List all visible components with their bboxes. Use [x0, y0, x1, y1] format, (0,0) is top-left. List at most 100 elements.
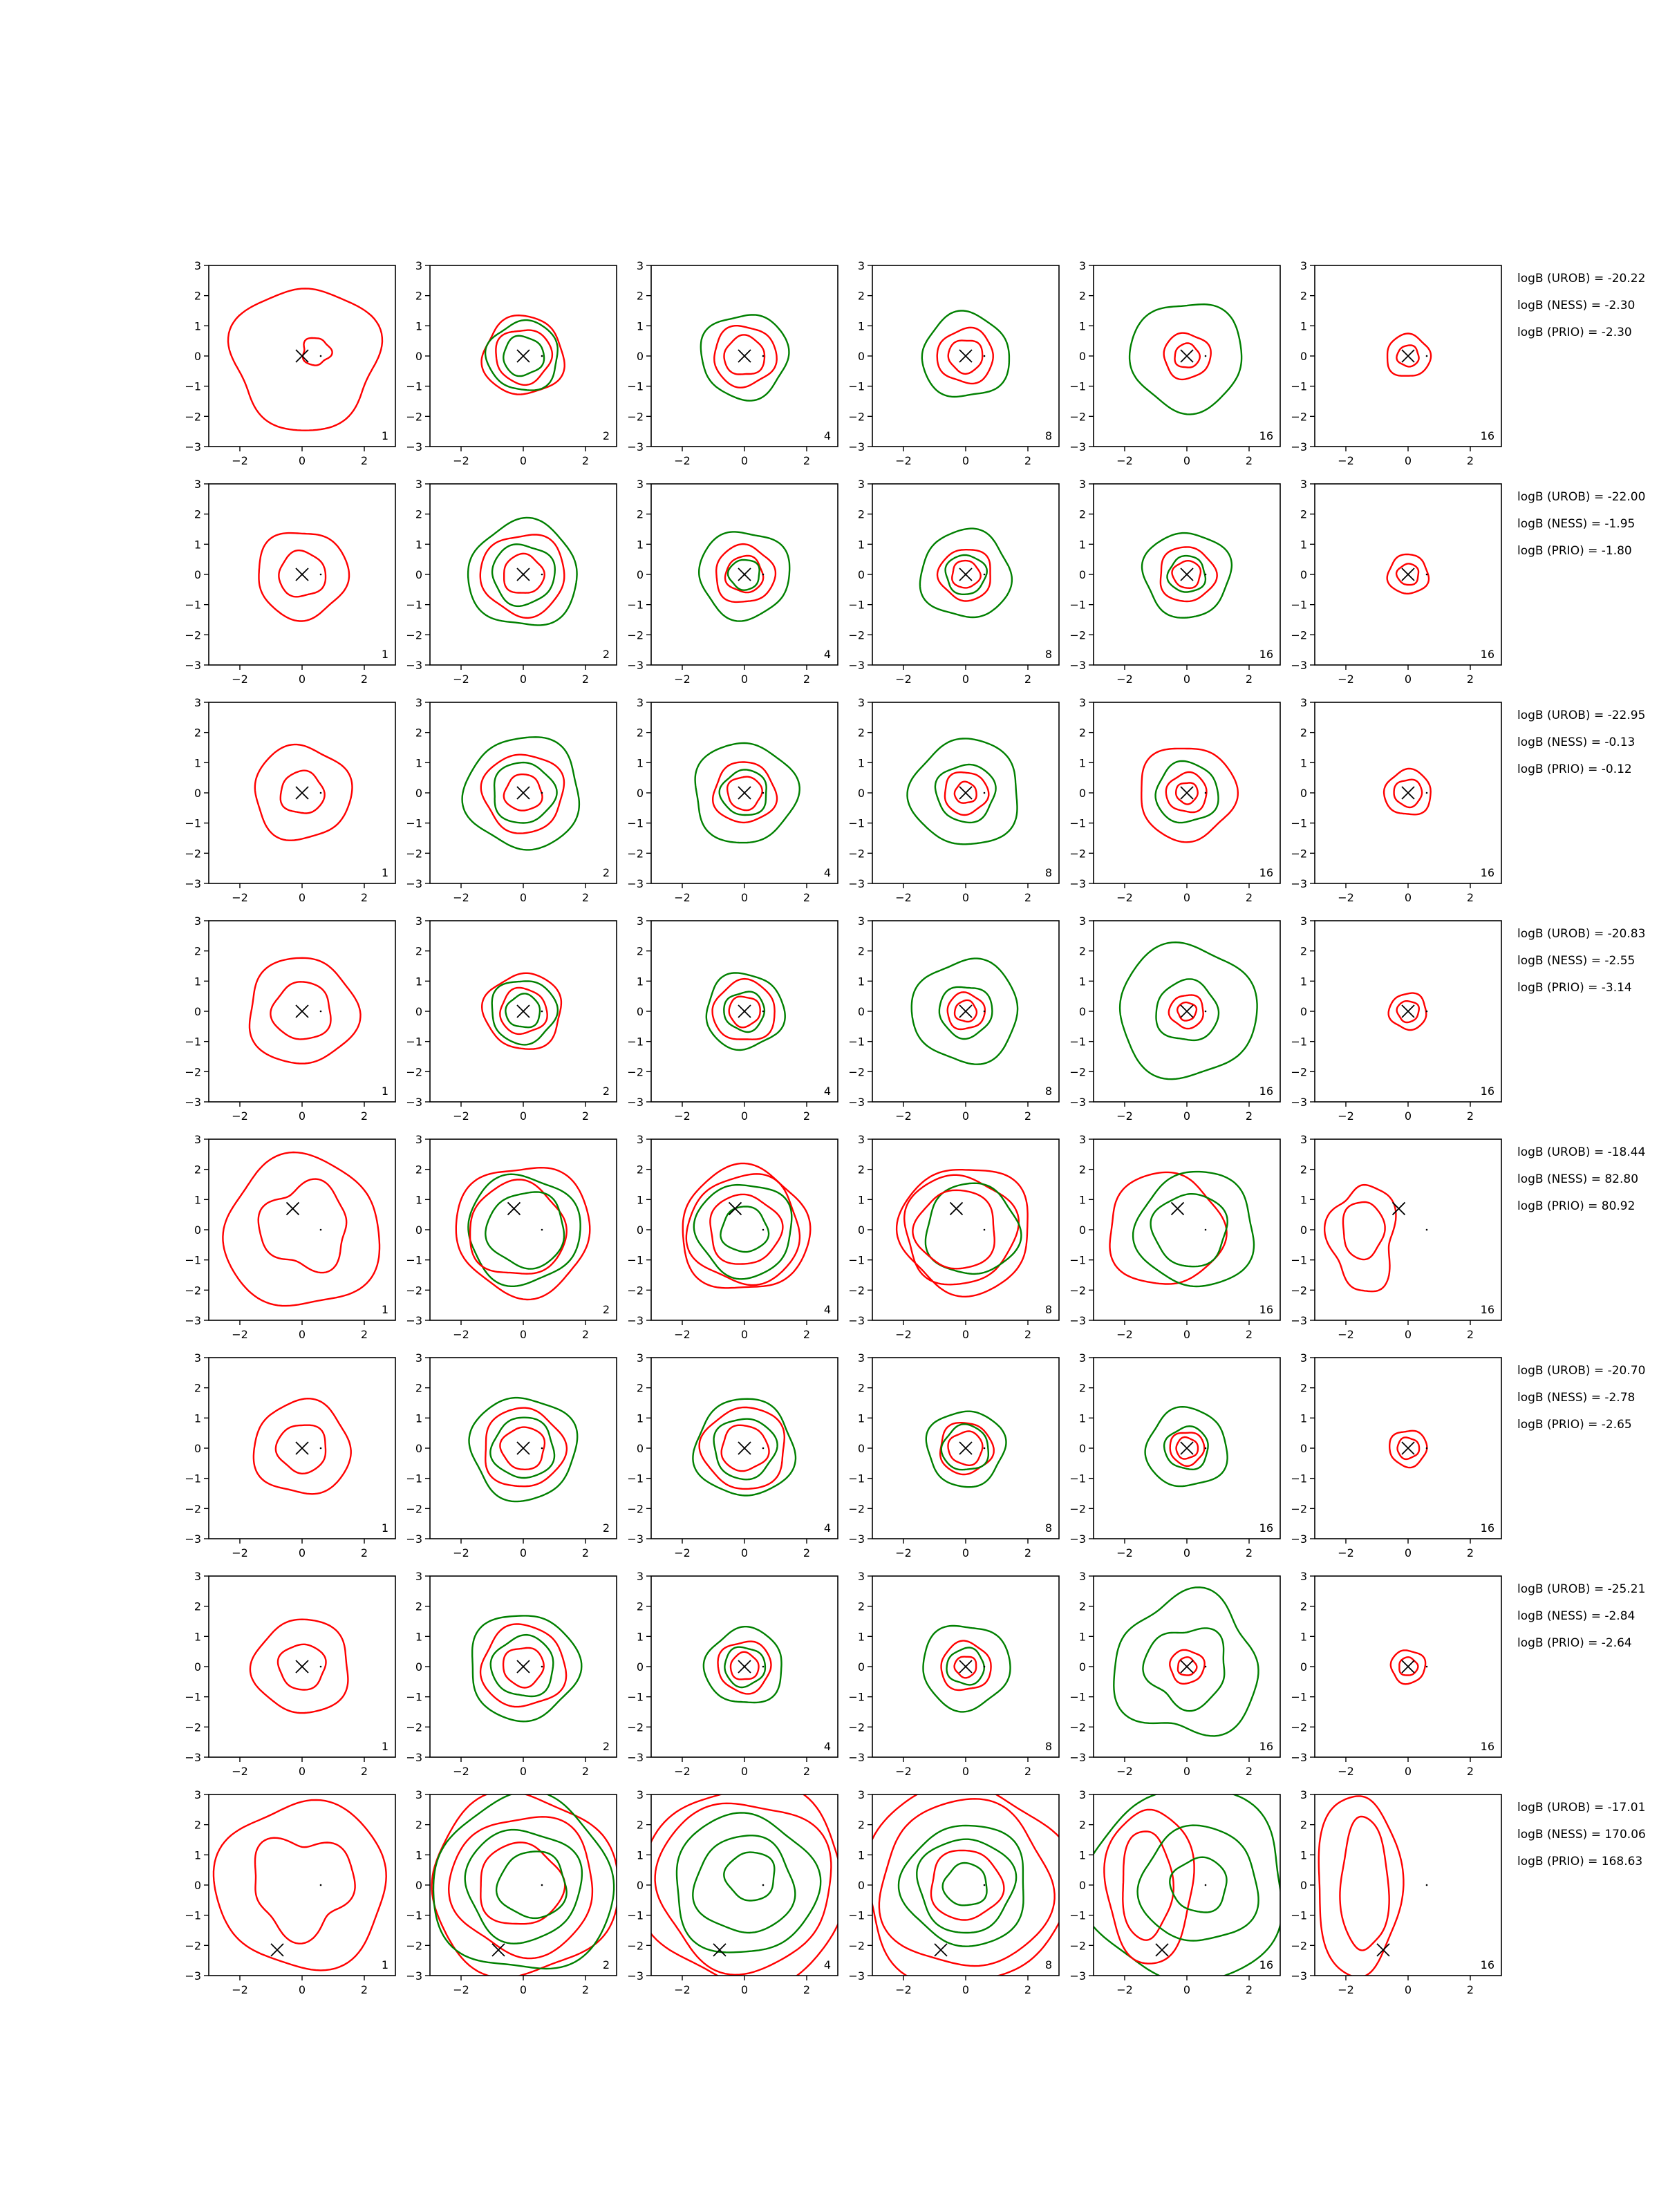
contour-line	[692, 1835, 796, 1934]
y-tick-label: −1	[627, 1909, 644, 1922]
panel-count-label: 1	[382, 1958, 388, 1971]
contour-line	[491, 543, 556, 608]
x-marker	[295, 349, 309, 363]
y-tick-label: 2	[637, 290, 644, 303]
panel-count-label: 8	[1045, 1958, 1052, 1971]
y-tick-label: 1	[415, 1193, 422, 1206]
contour-line	[705, 972, 786, 1051]
x-tick-label: 2	[803, 1328, 810, 1341]
contour-line	[720, 1206, 770, 1253]
x-tick-label: 2	[361, 673, 368, 686]
y-tick-label: 0	[1300, 568, 1307, 581]
contour-line	[249, 1618, 349, 1714]
contour-line	[947, 339, 984, 375]
contour-line	[464, 1828, 583, 1944]
center-dot	[762, 1228, 765, 1231]
logb-ness-label: logB (NESS) = -0.13	[1517, 735, 1635, 749]
y-tick-label: 1	[637, 1630, 644, 1643]
x-marker	[295, 1441, 309, 1455]
contour-group	[252, 1397, 352, 1495]
contour-line	[461, 736, 581, 851]
center-dot	[541, 1447, 543, 1450]
y-tick-label: 1	[1300, 975, 1307, 988]
x-tick-label: 2	[582, 454, 589, 467]
panel-r8-c6: −3 −2 −1 0 1 2 3 −2 0 2 16	[1291, 1788, 1502, 1996]
y-tick-label: −2	[1291, 1721, 1307, 1734]
contour-group	[1144, 1405, 1228, 1488]
y-tick-label: −3	[406, 659, 422, 672]
x-tick-label: −2	[895, 1109, 912, 1123]
panel-r3-c5: −3 −2 −1 0 1 2 3 −2 0 2 16	[1069, 696, 1281, 904]
panel-r6-c3: −3 −2 −1 0 1 2 3 −2 0 2 4	[627, 1351, 838, 1559]
y-tick-label: 0	[194, 350, 201, 363]
contour-line	[930, 1849, 1005, 1921]
contour-line	[654, 1802, 832, 1976]
y-tick-label: −3	[406, 1751, 422, 1764]
panel-count-label: 4	[824, 429, 831, 442]
center-dot	[983, 791, 986, 794]
contour-line	[872, 1794, 1059, 1976]
y-tick-label: 0	[858, 1224, 865, 1237]
contour-line	[1169, 1856, 1228, 1913]
y-tick-label: 0	[1300, 1442, 1307, 1455]
x-tick-label: 2	[361, 454, 368, 467]
y-tick-label: 1	[858, 1193, 865, 1206]
center-dot	[319, 1228, 322, 1231]
x-tick-label: −2	[674, 891, 691, 904]
y-tick-label: 2	[1300, 1819, 1307, 1832]
center-dot	[319, 791, 322, 794]
y-tick-label: 1	[637, 538, 644, 551]
x-tick-label: 0	[299, 1328, 306, 1341]
center-dot	[319, 573, 322, 576]
contour-line	[499, 1426, 546, 1470]
x-tick-label: 2	[1246, 673, 1253, 686]
contour-line	[1094, 1794, 1280, 1976]
y-tick-label: 0	[1300, 1879, 1307, 1892]
contour-group	[431, 1794, 617, 1976]
x-marker	[295, 786, 309, 800]
x-marker	[934, 1943, 948, 1957]
contour-group	[1141, 747, 1239, 843]
y-tick-label: 2	[1079, 1819, 1086, 1832]
logb-urob-label: logB (UROB) = -20.22	[1517, 272, 1645, 285]
contour-line	[727, 776, 763, 812]
x-tick-label: 2	[1246, 1328, 1253, 1341]
logb-ness-label: logB (NESS) = -2.84	[1517, 1609, 1635, 1623]
x-marker	[1180, 1004, 1194, 1018]
y-tick-label: −3	[848, 1096, 865, 1109]
contour-line	[1128, 303, 1243, 415]
contour-line	[1154, 760, 1219, 824]
y-tick-label: −2	[1069, 847, 1086, 860]
y-tick-label: 3	[637, 1788, 644, 1801]
y-tick-label: −1	[1291, 380, 1307, 393]
panel-count-label: 8	[1045, 1740, 1052, 1753]
y-tick-label: 0	[194, 1879, 201, 1892]
x-marker	[738, 1004, 751, 1018]
panel-count-label: 16	[1481, 1303, 1494, 1316]
logb-prio-label: logB (PRIO) = 80.92	[1517, 1199, 1635, 1213]
contour-group	[480, 972, 563, 1050]
x-tick-label: −2	[232, 1109, 248, 1123]
y-tick-label: 1	[415, 319, 422, 332]
y-tick-label: −1	[848, 599, 865, 612]
x-marker	[959, 349, 973, 363]
panel-count-label: 2	[603, 648, 610, 661]
contour-line	[924, 1182, 1022, 1275]
contour-line	[480, 753, 565, 834]
y-tick-label: 3	[194, 1351, 201, 1365]
x-tick-label: 0	[1183, 891, 1190, 904]
contour-group	[1118, 941, 1258, 1080]
x-tick-label: 2	[1024, 1546, 1031, 1559]
y-tick-label: −3	[185, 1096, 201, 1109]
y-tick-label: 0	[858, 1879, 865, 1892]
contour-group	[222, 1151, 381, 1307]
x-tick-label: 0	[1183, 454, 1190, 467]
y-tick-label: 1	[1300, 319, 1307, 332]
contour-line	[1177, 1656, 1198, 1676]
y-tick-label: 1	[1300, 538, 1307, 551]
panel-count-label: 16	[1259, 1958, 1273, 1971]
x-tick-label: 0	[299, 1983, 306, 1996]
y-tick-label: 1	[415, 975, 422, 988]
contour-line	[222, 1151, 381, 1307]
x-tick-label: 2	[1246, 1765, 1253, 1778]
